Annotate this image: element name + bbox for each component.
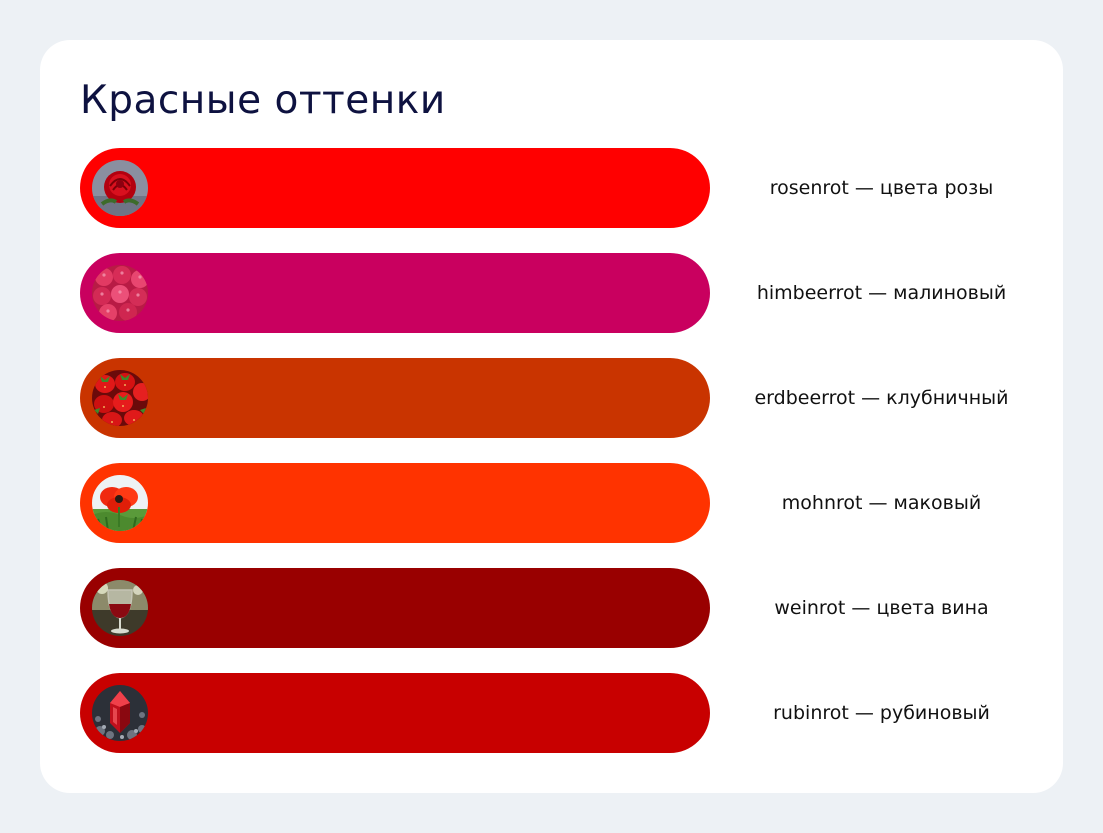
ruby-crystal-photo-icon xyxy=(92,685,148,741)
color-row-rosenrot: rosenrot — цвета розы xyxy=(80,148,1023,228)
color-bar-erdbeerrot xyxy=(80,358,710,438)
color-label-weinrot: weinrot — цвета вина xyxy=(774,597,989,619)
color-label-rubinrot: rubinrot — рубиновый xyxy=(773,702,990,724)
content-card: Красные оттенки xyxy=(40,40,1063,793)
color-row-weinrot: weinrot — цвета вина xyxy=(80,568,1023,648)
color-label-rosenrot: rosenrot — цвета розы xyxy=(769,177,994,199)
raspberry-photo-icon xyxy=(92,265,148,321)
color-row-erdbeerrot: erdbeerrot — клубничный xyxy=(80,358,1023,438)
wine-glass-photo-icon xyxy=(92,580,148,636)
color-label-erdbeerrot: erdbeerrot — клубничный xyxy=(754,387,1009,409)
color-bar-himbeerrot xyxy=(80,253,710,333)
color-bar-rosenrot xyxy=(80,148,710,228)
color-label-mohnrot: mohnrot — маковый xyxy=(781,492,982,514)
page-title: Красные оттенки xyxy=(80,78,446,123)
color-row-rubinrot: rubinrot — рубиновый xyxy=(80,673,1023,753)
color-bar-mohnrot xyxy=(80,463,710,543)
color-row-mohnrot: mohnrot — маковый xyxy=(80,463,1023,543)
rose-photo-icon xyxy=(92,160,148,216)
color-bar-weinrot xyxy=(80,568,710,648)
poppy-photo-icon xyxy=(92,475,148,531)
color-row-himbeerrot: himbeerrot — малиновый xyxy=(80,253,1023,333)
color-bar-rubinrot xyxy=(80,673,710,753)
color-label-himbeerrot: himbeerrot — малиновый xyxy=(756,282,1007,304)
strawberry-photo-icon xyxy=(92,370,148,426)
